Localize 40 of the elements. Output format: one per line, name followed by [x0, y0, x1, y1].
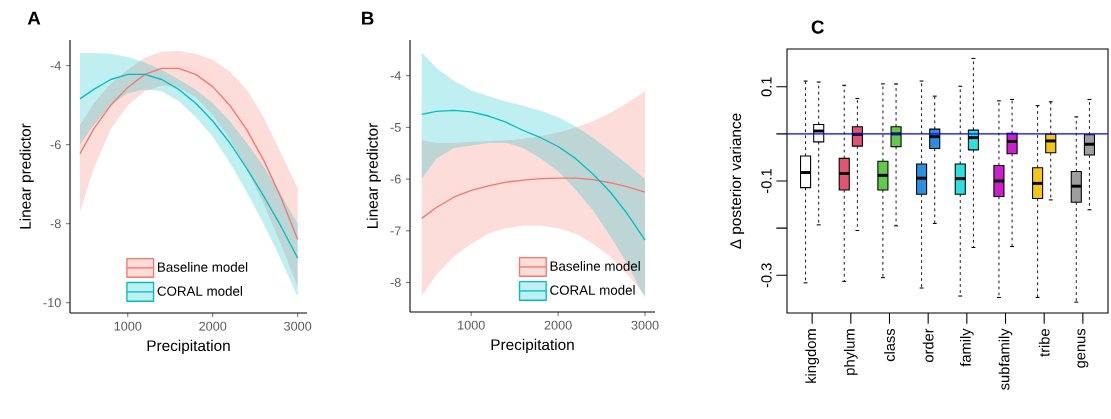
x-tick-label: 2000: [544, 320, 572, 330]
line-series: [421, 177, 646, 220]
y-tick-label: -8: [50, 219, 61, 229]
y-tick-label: -0.3: [761, 263, 772, 288]
x-axis-title: Precipitation: [491, 338, 574, 354]
chart-title: C: [811, 20, 824, 34]
x-tick-label: order: [922, 328, 934, 363]
x-tick-label: family: [960, 328, 974, 367]
x-tick-label: tribe: [1038, 329, 1050, 357]
x-tick-label: 1000: [458, 320, 485, 330]
y-axis-title: Linear predictor: [366, 123, 381, 229]
x-tick-label: kingdom: [805, 329, 819, 383]
legend-label: CORAL model: [157, 286, 242, 296]
y-tick-label: 0.1: [761, 77, 772, 97]
x-tick-label: 3000: [631, 320, 659, 330]
y-tick-label: -4: [390, 71, 401, 81]
x-tick-label: 2000: [199, 321, 227, 331]
x-tick-label: 3000: [284, 321, 312, 331]
x-tick-label: class: [884, 328, 895, 362]
x-tick-label: 1000: [114, 321, 142, 331]
y-axis-title: Δ posterior variance: [729, 113, 745, 249]
x-tick-label: phylum: [843, 329, 858, 375]
y-tick-label: -4: [50, 61, 61, 71]
line-series: [421, 109, 646, 241]
chart-title: B: [362, 11, 374, 25]
y-axis-title: Linear predictor: [19, 123, 34, 229]
x-axis-title: Precipitation: [147, 339, 230, 355]
chart-title: A: [27, 11, 41, 25]
legend-label: CORAL model: [550, 285, 635, 295]
y-tick-label: -6: [50, 140, 61, 150]
y-tick-label: -0.1: [761, 169, 772, 193]
y-tick-label: -10: [43, 298, 61, 308]
legend-label: Baseline model: [550, 261, 640, 271]
y-tick-label: -5: [390, 122, 401, 132]
x-tick-label: genus: [1077, 328, 1089, 368]
x-tick-label: subfamily: [998, 328, 1013, 390]
y-tick-label: -6: [390, 174, 401, 184]
legend-label: Baseline model: [158, 262, 248, 272]
y-tick-label: -8: [390, 278, 401, 288]
y-tick-label: -7: [390, 226, 401, 236]
